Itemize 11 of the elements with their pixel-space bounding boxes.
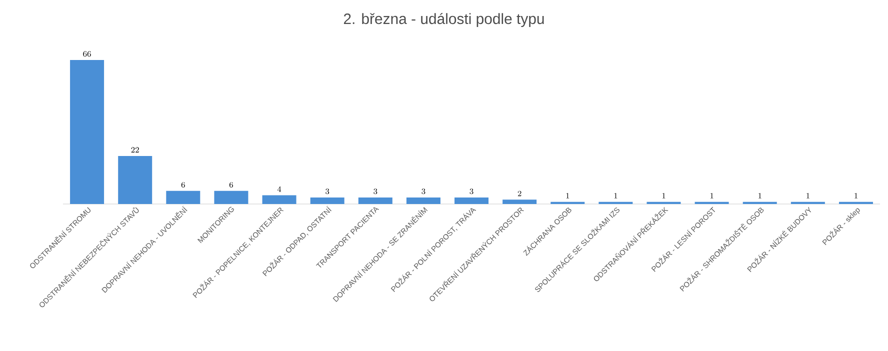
bar <box>118 156 152 204</box>
chart-title: 2. března - události podle typu <box>344 12 544 28</box>
bar <box>70 60 104 204</box>
bar <box>454 197 489 204</box>
bar <box>406 197 440 204</box>
bar <box>262 195 296 204</box>
bar <box>214 190 248 204</box>
bar <box>310 197 344 204</box>
bar <box>358 197 392 204</box>
bar <box>166 190 200 204</box>
bar <box>502 200 537 204</box>
